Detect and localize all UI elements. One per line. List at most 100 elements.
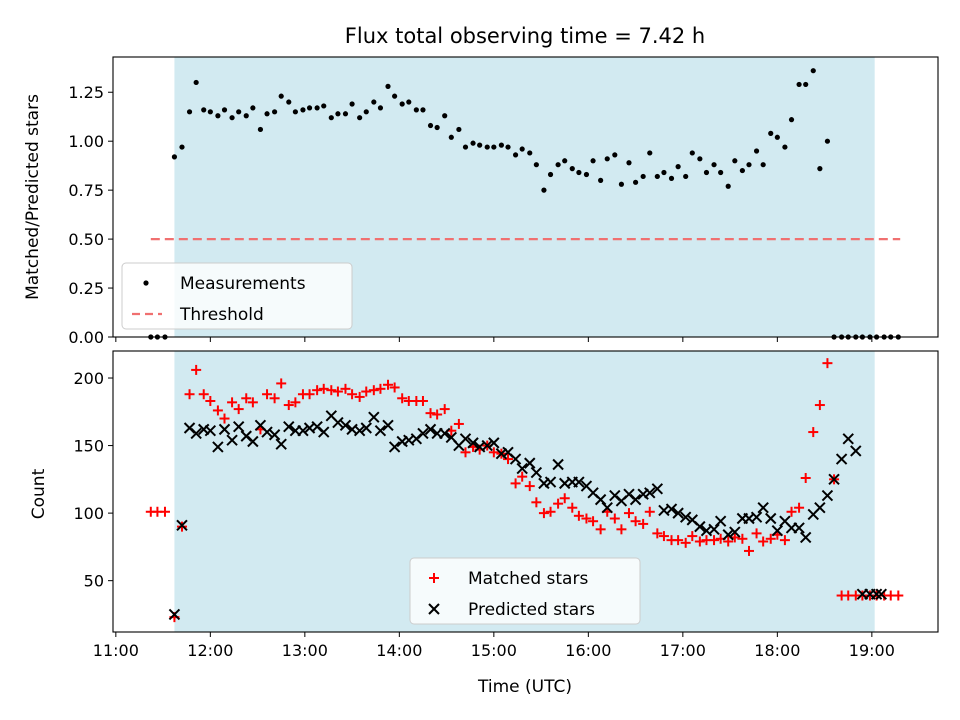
measurement-point: [377, 105, 384, 111]
matched-star-point: [276, 378, 287, 389]
matched-star-point: [227, 397, 238, 408]
measurement-point: [689, 150, 695, 156]
predicted-star-point: [204, 424, 217, 437]
predicted-star-point: [232, 420, 245, 433]
predicted-star-point: [814, 502, 826, 514]
legend-label: Measurements: [180, 274, 306, 294]
marker-b: [176, 519, 188, 531]
matched-star-point: [212, 405, 223, 416]
measurement-point: [179, 144, 185, 150]
measurement-point: [442, 113, 448, 119]
predicted-star-point: [417, 427, 429, 440]
measurement-point: [654, 173, 660, 180]
matched-star-point: [375, 383, 386, 394]
matched-star-point: [652, 528, 663, 539]
marker-b: [658, 504, 670, 517]
predicted-star-point: [828, 473, 840, 486]
predicted-star-point: [765, 512, 777, 525]
legend-measurement-swatch: [143, 280, 149, 286]
measurement-point: [498, 142, 505, 148]
measurement-point: [229, 115, 235, 121]
measurement-point: [661, 169, 667, 176]
matched-star-point: [786, 506, 797, 517]
marker-b: [226, 434, 238, 446]
measurement-point: [739, 167, 745, 174]
measurement-point: [598, 177, 604, 183]
matched-star-point: [439, 404, 450, 415]
marker-b: [743, 512, 755, 525]
x-tick-label: 11:00: [93, 641, 139, 660]
measurement-point: [541, 187, 547, 193]
matched-star-point: [318, 383, 329, 394]
marker-b: [714, 515, 727, 527]
marker-b: [325, 410, 338, 422]
marker-b: [297, 424, 309, 437]
matched-star-point: [283, 400, 294, 411]
predicted-star-point: [552, 458, 564, 471]
marker-b: [629, 493, 642, 506]
matched-star-point: [524, 481, 535, 492]
measurement-point: [392, 93, 398, 99]
predicted-star-point: [481, 439, 493, 452]
measurement-point: [207, 109, 213, 115]
matched-star-point: [304, 389, 315, 400]
matched-star-point: [743, 545, 754, 556]
marker-b: [467, 437, 479, 449]
predicted-star-point: [629, 493, 642, 506]
measurement-point: [186, 109, 193, 115]
marker-b: [424, 423, 437, 436]
marker-b: [828, 473, 840, 486]
marker-b: [644, 487, 656, 499]
measurement-point: [349, 101, 355, 107]
matched-star-point: [680, 537, 691, 548]
measurement-point: [632, 179, 639, 185]
matched-star-point: [198, 389, 209, 400]
marker-b: [580, 480, 593, 492]
marker-b: [779, 515, 791, 527]
top-legend: Measurements Threshold: [121, 262, 353, 330]
predicted-star-point: [218, 423, 231, 436]
marker-b: [445, 431, 458, 444]
measurement-point: [647, 150, 653, 156]
bottom-series-predicted-stars: [168, 410, 888, 621]
matched-star-point: [758, 536, 769, 547]
measurement-point: [236, 109, 242, 115]
bottom-y-tick-label: 50: [84, 572, 104, 591]
marker-b: [261, 426, 273, 438]
measurement-point: [583, 171, 590, 178]
legend-box: [121, 262, 353, 330]
measurement-point: [725, 183, 731, 189]
marker-b: [368, 411, 380, 423]
marker-b: [729, 526, 741, 538]
measurement-point: [448, 134, 454, 140]
measurement-point: [718, 169, 724, 176]
marker-b: [870, 588, 883, 600]
measurement-point: [300, 107, 306, 113]
marker-b: [353, 424, 366, 437]
marker-b: [360, 422, 372, 434]
measurement-point: [264, 111, 270, 117]
measurement-point: [810, 68, 816, 74]
measurement-point: [796, 81, 802, 88]
matched-star-point: [808, 427, 819, 438]
matched-star-point: [609, 513, 620, 524]
measurement-point: [314, 105, 320, 111]
marker-b: [388, 441, 401, 453]
legend-label: Threshold: [179, 305, 264, 325]
matched-star-point: [354, 391, 365, 402]
predicted-star-point: [467, 437, 479, 449]
marker-b: [700, 524, 713, 537]
measurement-point: [257, 126, 264, 133]
bottom-y-axis-label: Count: [29, 468, 49, 519]
matched-star-point: [595, 524, 606, 535]
marker-b: [516, 462, 528, 475]
x-tick-label: 13:00: [282, 641, 328, 660]
matched-star-point: [290, 397, 301, 408]
measurement-point: [357, 115, 363, 121]
measurement-point: [590, 158, 596, 164]
predicted-star-point: [573, 476, 585, 488]
marker-b: [204, 424, 217, 437]
matched-star-point: [247, 397, 258, 408]
matched-star-point: [531, 497, 542, 508]
matched-star-point: [581, 513, 592, 524]
